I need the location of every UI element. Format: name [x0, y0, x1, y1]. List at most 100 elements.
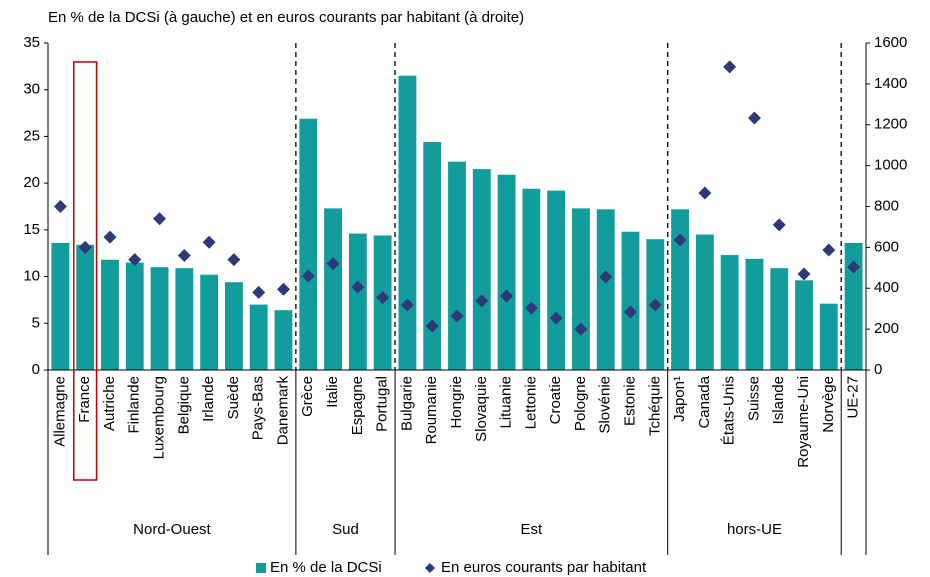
bar	[472, 169, 491, 370]
y2-tick-label: 800	[874, 197, 899, 214]
bar	[274, 310, 293, 370]
y-tick-label: 35	[23, 34, 40, 51]
x-tick-label: Finlande	[126, 376, 143, 434]
diamond-marker	[252, 285, 266, 299]
diamond-marker	[400, 298, 414, 312]
x-tick-label: Suisse	[745, 376, 762, 421]
diamond-marker	[698, 186, 712, 200]
group-label: Est	[521, 521, 544, 538]
bar	[249, 304, 268, 370]
y-tick-label: 30	[23, 81, 40, 98]
diamond-marker	[276, 282, 290, 296]
y-tick-label: 10	[23, 268, 40, 285]
group-label: Sud	[332, 521, 359, 538]
legend-label: En % de la DCSi	[270, 559, 382, 576]
y-tick-label: 0	[32, 361, 40, 378]
diamond-marker	[103, 230, 117, 244]
x-tick-label: Croatie	[547, 376, 564, 424]
bar	[448, 161, 466, 370]
bar	[224, 282, 243, 370]
diamond-marker	[227, 253, 241, 267]
x-tick-label: Norvège	[820, 376, 837, 433]
diamond-marker	[599, 270, 613, 284]
y-tick-label: 25	[23, 127, 40, 144]
diamond-marker	[822, 243, 836, 257]
y2-tick-label: 200	[874, 320, 899, 337]
diamond-marker	[549, 311, 563, 325]
y-tick-label: 20	[23, 174, 40, 191]
bar	[324, 208, 342, 370]
diamond-marker	[326, 257, 340, 271]
bar	[348, 233, 367, 370]
x-tick-label: Estonie	[621, 376, 638, 426]
diamond-marker	[624, 305, 638, 319]
x-tick-label: Tchéquie	[646, 376, 663, 436]
y2-tick-label: 600	[874, 238, 899, 255]
bar	[522, 188, 541, 370]
x-tick-label: Pologne	[572, 376, 589, 431]
y2-tick-label: 0	[874, 361, 882, 378]
diamond-marker	[177, 249, 191, 263]
highlight-box	[73, 61, 98, 481]
x-tick-label: États-Unis	[721, 376, 738, 445]
bar	[299, 118, 318, 370]
bar	[621, 231, 640, 370]
x-tick-label: Danemark	[274, 376, 291, 446]
x-tick-label: Bulgarie	[398, 376, 415, 431]
bar	[423, 142, 442, 370]
bar	[572, 208, 590, 370]
diamond-marker	[524, 301, 538, 315]
bar	[695, 234, 714, 370]
diamond-marker	[53, 200, 67, 213]
legend-swatch	[425, 563, 435, 573]
x-tick-label: Canada	[696, 375, 713, 428]
x-tick-label: Slovaquie	[473, 376, 490, 442]
diamond-marker	[648, 298, 662, 312]
legend-swatch	[256, 563, 266, 573]
x-tick-label: Belgique	[175, 376, 192, 434]
group-label: Nord-Ouest	[133, 521, 211, 538]
bar	[795, 280, 813, 370]
diamond-marker	[772, 218, 786, 232]
diamond-marker	[847, 260, 861, 274]
bar	[76, 244, 95, 370]
x-tick-label: Luxembourg	[151, 376, 168, 459]
bar	[175, 268, 194, 370]
diamond-marker	[797, 267, 811, 281]
x-tick-label: Japon¹	[671, 376, 688, 422]
diamond-marker	[450, 309, 464, 323]
x-tick-label: France	[76, 376, 93, 423]
bar	[150, 267, 169, 370]
x-tick-label: Lituanie	[498, 376, 515, 429]
x-tick-label: Royaume-Uni	[795, 376, 812, 468]
x-tick-label: Hongrie	[448, 376, 465, 429]
diamond-marker	[128, 253, 142, 267]
x-tick-label: Grèce	[299, 376, 316, 417]
diamond-marker	[747, 111, 761, 125]
x-tick-label: Portugal	[374, 376, 391, 432]
y2-tick-label: 1000	[874, 157, 907, 174]
diamond-marker	[574, 322, 588, 336]
x-tick-label: Islande	[770, 376, 787, 424]
bar	[547, 190, 566, 370]
bar	[398, 75, 417, 370]
y2-tick-label: 1200	[874, 116, 907, 133]
legend-label: En euros courants par habitant	[441, 559, 647, 576]
x-tick-label: UE-27	[845, 376, 862, 419]
y-tick-label: 5	[32, 314, 40, 331]
x-tick-label: Autriche	[101, 376, 118, 431]
x-tick-label: Espagne	[349, 376, 366, 435]
bar	[844, 242, 863, 370]
diamond-marker	[376, 290, 390, 304]
bar	[51, 242, 70, 370]
diamond-marker	[500, 289, 514, 303]
diamond-marker	[723, 60, 737, 74]
x-tick-label: Allemagne	[51, 376, 68, 447]
y-tick-label: 15	[23, 221, 40, 238]
diamond-marker	[351, 280, 365, 294]
y2-tick-label: 400	[874, 279, 899, 296]
bar	[125, 262, 144, 370]
bar	[770, 268, 789, 370]
bar	[745, 258, 764, 370]
diamond-marker	[202, 235, 216, 249]
